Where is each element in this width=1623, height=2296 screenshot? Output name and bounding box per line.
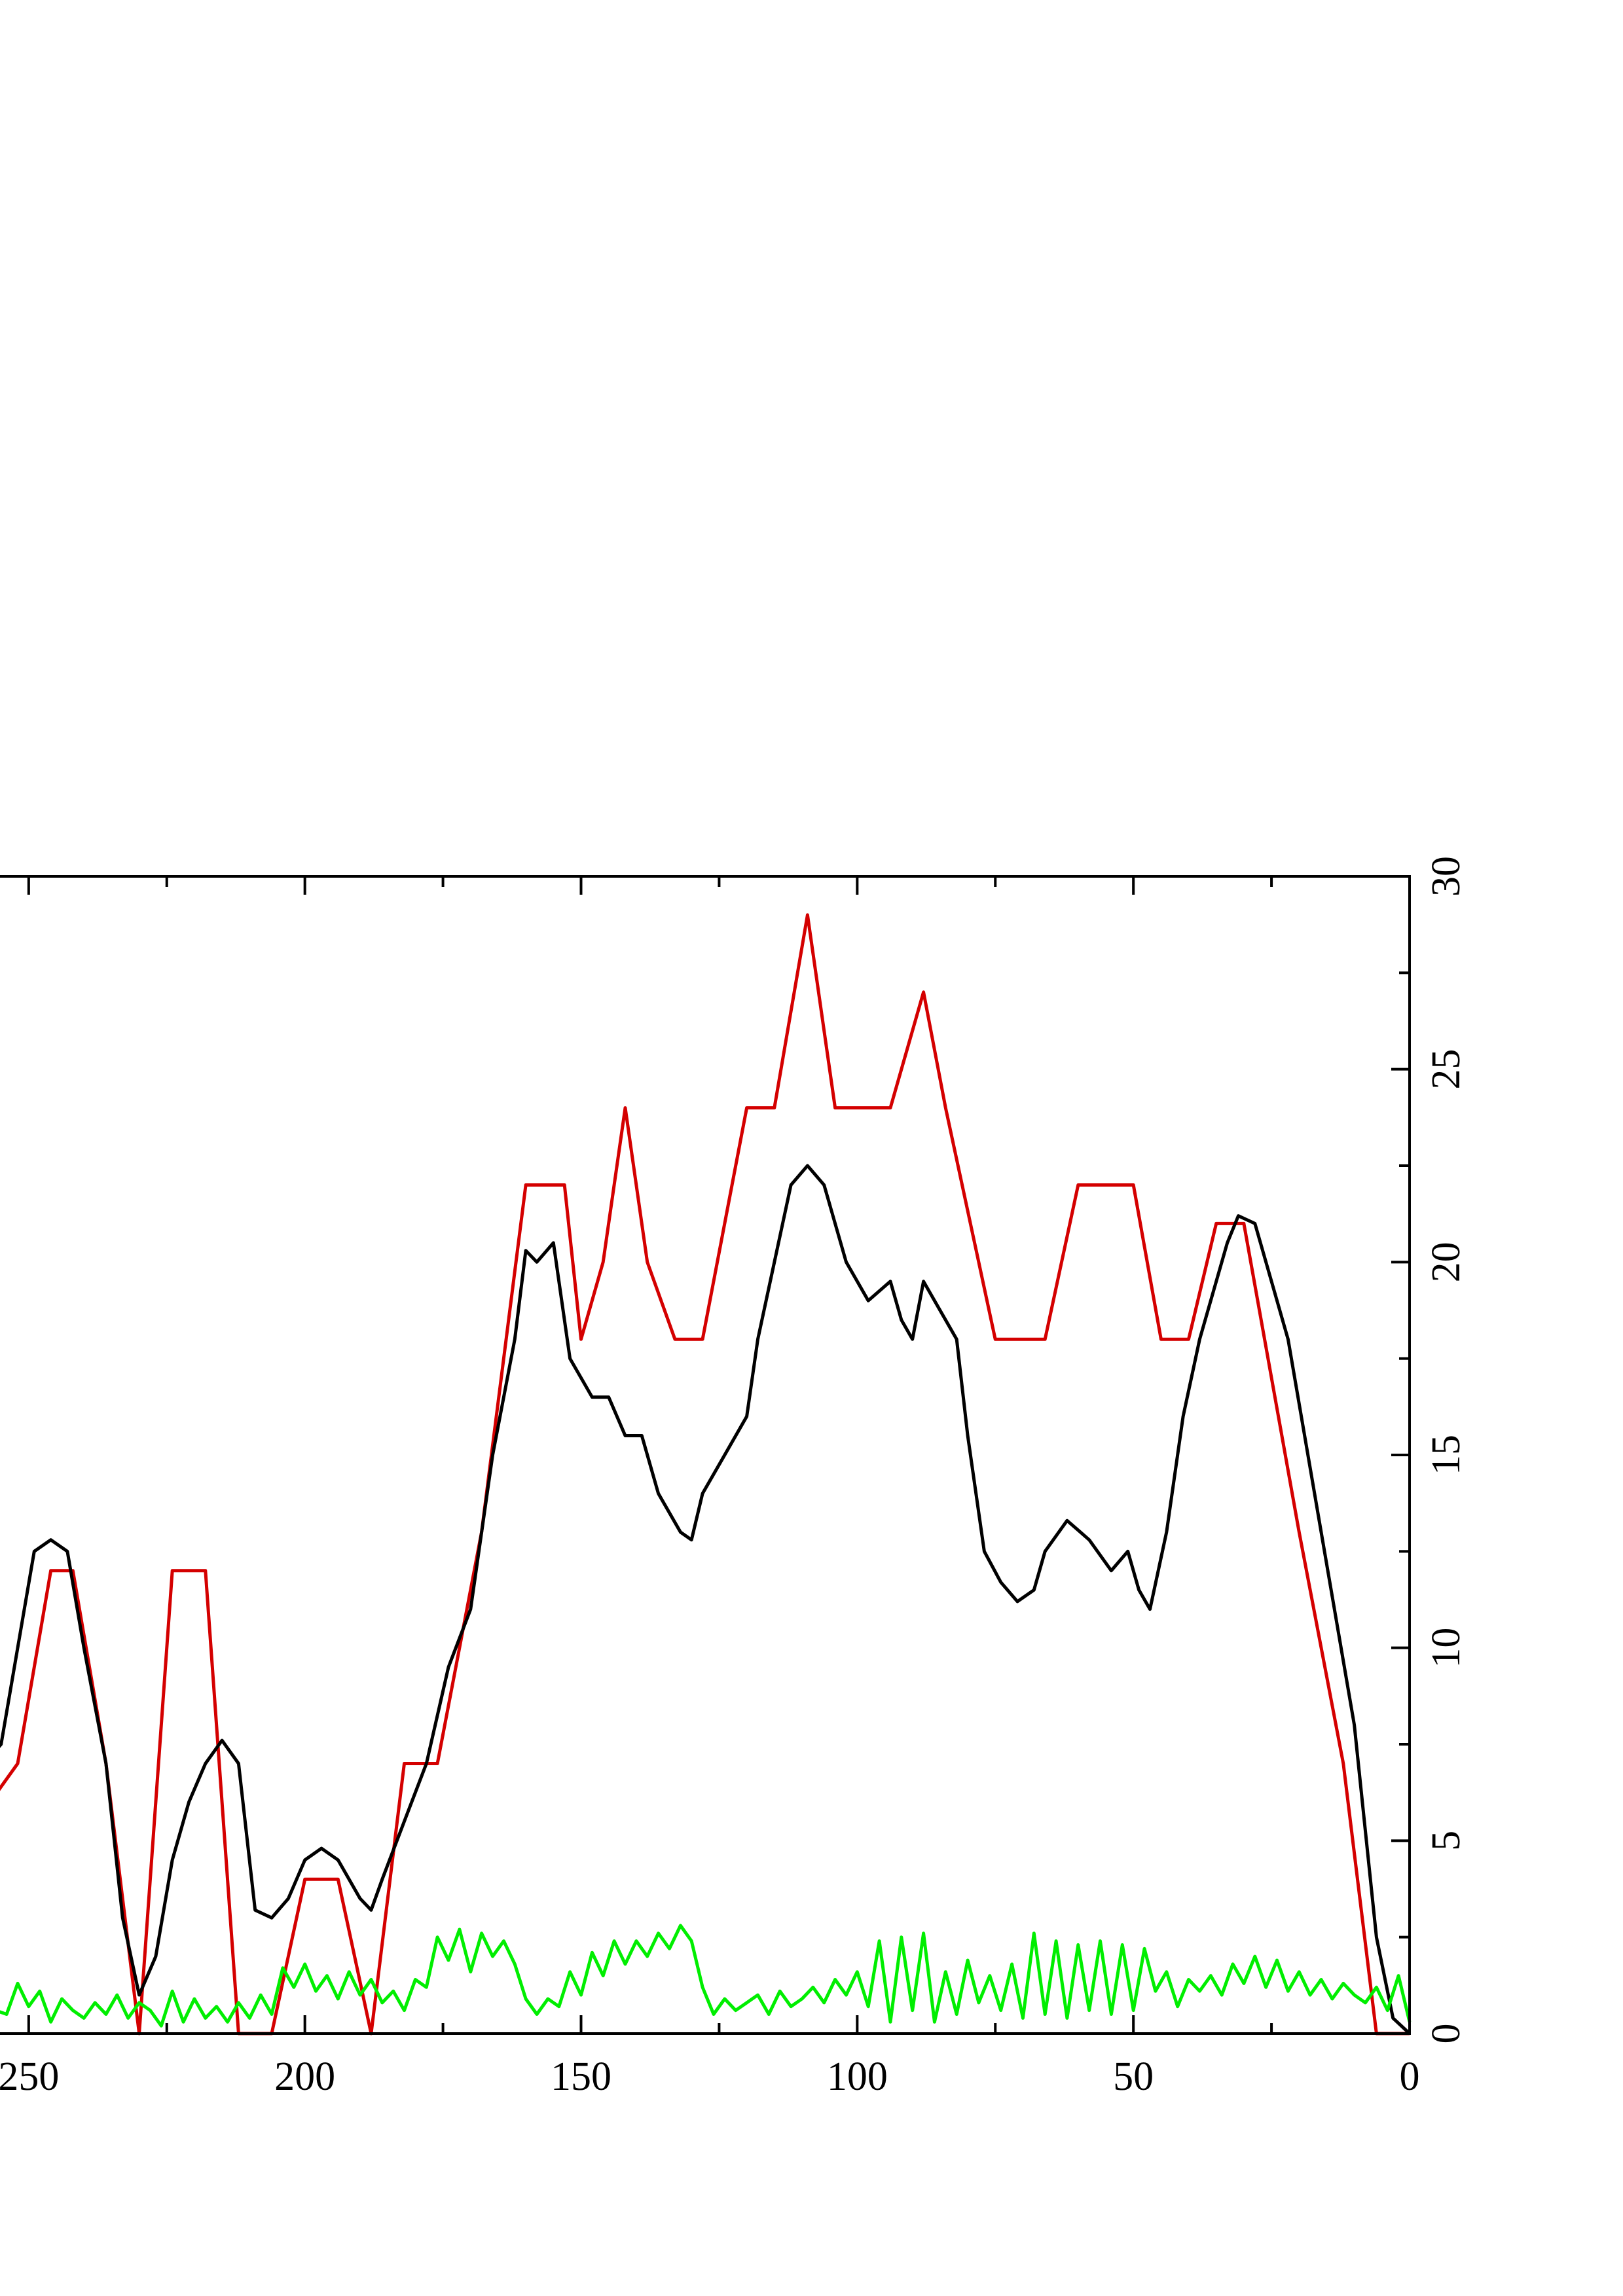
series-line-3 [0,1924,1412,2028]
series-line-1 [0,913,1410,2036]
series-line-2 [0,1164,1411,2035]
y-tick-label: 25 [1424,1049,1468,1090]
y-tick-label: 0 [1424,2024,1468,2044]
x-tick-label: 100 [827,2054,888,2099]
x-tick-label: 50 [1113,2054,1154,2099]
x-tick-label: 150 [551,2054,611,2099]
y-tick-label: 10 [1424,1628,1468,1668]
series-layer [0,913,1412,2036]
x-tick-label: 250 [0,2054,59,2099]
y-tick-label: 20 [1424,1242,1468,1282]
y-tick-label: 5 [1424,1831,1468,1851]
y-tick-label: 15 [1424,1435,1468,1475]
rotated-plot: 050100150200250300051015202530 [0,856,1468,2099]
tick-layer: 050100150200250300051015202530 [0,856,1468,2099]
y-tick-label: 30 [1424,856,1468,897]
x-tick-label: 200 [274,2054,335,2099]
x-tick-label: 0 [1400,2054,1420,2099]
